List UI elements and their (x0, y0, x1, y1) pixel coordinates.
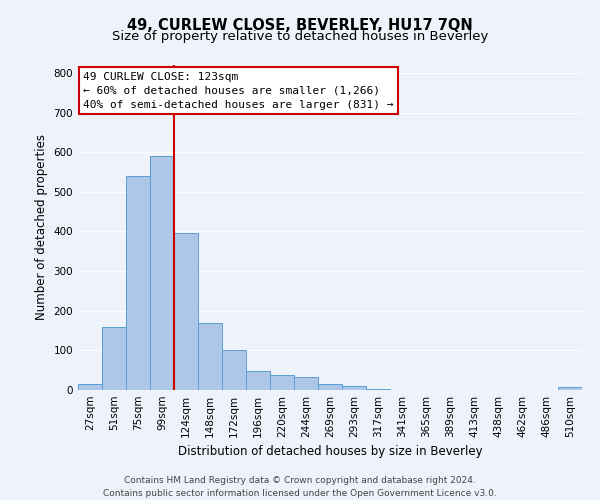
Bar (342, 386, 366, 390)
Text: Size of property relative to detached houses in Beverley: Size of property relative to detached ho… (112, 30, 488, 43)
Bar (270, 375, 294, 390)
Y-axis label: Number of detached properties: Number of detached properties (35, 134, 48, 320)
Bar (126, 176, 150, 390)
Text: 49, CURLEW CLOSE, BEVERLEY, HU17 7QN: 49, CURLEW CLOSE, BEVERLEY, HU17 7QN (127, 18, 473, 32)
Bar (78, 384, 102, 390)
Bar (198, 322, 222, 390)
Text: Contains HM Land Registry data © Crown copyright and database right 2024.
Contai: Contains HM Land Registry data © Crown c… (103, 476, 497, 498)
Bar (246, 371, 270, 390)
X-axis label: Distribution of detached houses by size in Beverley: Distribution of detached houses by size … (178, 446, 482, 458)
Bar (366, 389, 390, 390)
Bar (294, 377, 318, 390)
Bar (222, 350, 246, 390)
Bar (558, 387, 582, 390)
Bar (102, 326, 126, 390)
Bar (150, 156, 174, 390)
Bar (174, 234, 198, 390)
Bar (318, 384, 342, 390)
Text: 49 CURLEW CLOSE: 123sqm
← 60% of detached houses are smaller (1,266)
40% of semi: 49 CURLEW CLOSE: 123sqm ← 60% of detache… (83, 72, 394, 110)
